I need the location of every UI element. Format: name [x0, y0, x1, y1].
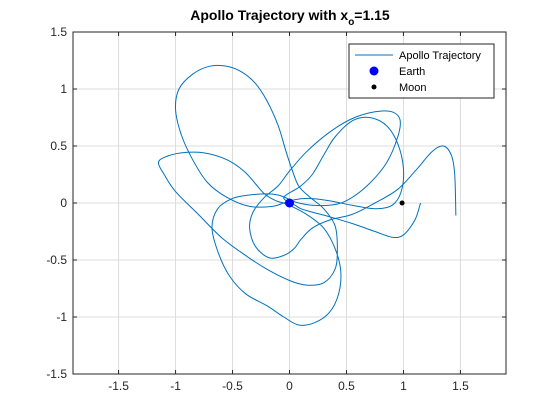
- x-tick-label: 1: [400, 379, 407, 393]
- x-tick-label: 0: [286, 379, 293, 393]
- x-tick-label: -1: [170, 379, 181, 393]
- y-tick-label: -1.5: [46, 367, 67, 381]
- legend-label: Apollo Trajectory: [399, 50, 481, 62]
- trajectory-line: [158, 65, 455, 325]
- y-tick-label: 0: [60, 196, 67, 210]
- plot-series: [158, 65, 455, 325]
- legend: Apollo Trajectory Earth Moon: [349, 44, 494, 98]
- y-tick-label: 0.5: [50, 139, 67, 153]
- x-tick-label: 1.5: [452, 379, 469, 393]
- earth-marker: [285, 199, 294, 208]
- legend-earth-swatch: [370, 67, 379, 76]
- chart-title: Apollo Trajectory with xo=1.15: [190, 7, 390, 28]
- moon-marker: [400, 201, 405, 206]
- y-tick-label: -0.5: [46, 253, 67, 267]
- x-tick-label: -0.5: [222, 379, 243, 393]
- x-tick-label: -1.5: [108, 379, 129, 393]
- x-tick-label: 0.5: [338, 379, 355, 393]
- y-tick-label: 1: [60, 82, 67, 96]
- legend-moon-swatch: [372, 85, 377, 90]
- y-tick-label: -1: [56, 310, 67, 324]
- legend-label: Moon: [399, 82, 427, 94]
- chart-title-suffix: =1.15: [354, 7, 390, 23]
- legend-label: Earth: [399, 66, 425, 78]
- y-tick-label: 1.5: [50, 25, 67, 39]
- chart-title-main: Apollo Trajectory with x: [190, 7, 348, 23]
